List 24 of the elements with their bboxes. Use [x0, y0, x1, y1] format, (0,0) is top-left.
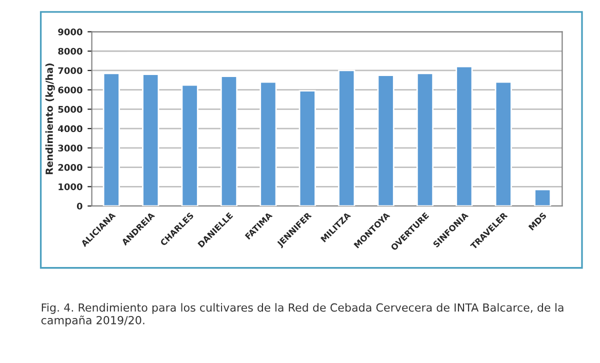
y-tick-label: 9000: [58, 28, 82, 36]
y-tick-label: 1000: [58, 183, 82, 190]
y-tick-label: 8000: [58, 48, 82, 55]
y-tick-label: 3000: [58, 144, 82, 152]
bar: [494, 81, 512, 206]
y-tick-label: 2000: [58, 164, 82, 171]
bar: [338, 70, 356, 206]
bar: [220, 76, 238, 206]
y-tick-label: 0: [76, 202, 82, 210]
bar: [181, 84, 198, 206]
bar: [102, 72, 120, 206]
bar: [142, 74, 160, 206]
bar: [416, 72, 434, 206]
bar: [456, 66, 473, 206]
bar: [298, 90, 316, 206]
y-tick-label: 5000: [58, 106, 82, 113]
bar: [260, 81, 277, 206]
bar: [534, 188, 552, 206]
y-tick-label: 6000: [58, 86, 82, 94]
bar: [377, 74, 394, 206]
caption: Fig. 4. Rendimiento para los cultivares de la Red de Cebada Cervecera de INTA Balcarce, de la campaña 2019/20.: [41, 303, 564, 327]
y-tick-label: 4000: [58, 125, 82, 132]
y-tick-label: 7000: [58, 67, 82, 74]
y-axis-title: Rendimiento (kg/ha): [45, 64, 55, 174]
